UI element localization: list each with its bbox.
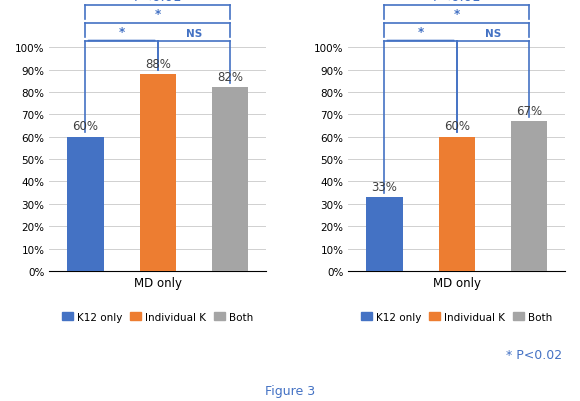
Legend: K12 only, Individual K, Both: K12 only, Individual K, Both — [58, 308, 258, 326]
Text: 88%: 88% — [145, 57, 171, 71]
Text: P<0.01: P<0.01 — [433, 0, 481, 4]
Bar — [511, 122, 547, 271]
Text: P<0.01: P<0.01 — [133, 0, 182, 4]
Text: * P<0.02: * P<0.02 — [506, 348, 563, 361]
Text: *: * — [418, 26, 423, 39]
Legend: K12 only, Individual K, Both: K12 only, Individual K, Both — [357, 308, 556, 326]
Bar — [438, 138, 474, 271]
Text: *: * — [454, 8, 460, 21]
Text: *: * — [118, 26, 125, 39]
Text: NS: NS — [186, 29, 202, 39]
Bar — [367, 198, 403, 271]
Text: 82%: 82% — [217, 71, 243, 84]
Text: 60%: 60% — [72, 120, 99, 133]
Text: 33%: 33% — [372, 180, 397, 193]
Bar — [140, 75, 176, 271]
Bar — [67, 138, 103, 271]
Text: 60%: 60% — [444, 120, 470, 133]
Text: 67%: 67% — [516, 104, 542, 117]
Text: NS: NS — [485, 29, 501, 39]
Bar — [212, 88, 248, 271]
Text: Figure 3: Figure 3 — [265, 384, 315, 397]
Text: *: * — [154, 8, 161, 21]
